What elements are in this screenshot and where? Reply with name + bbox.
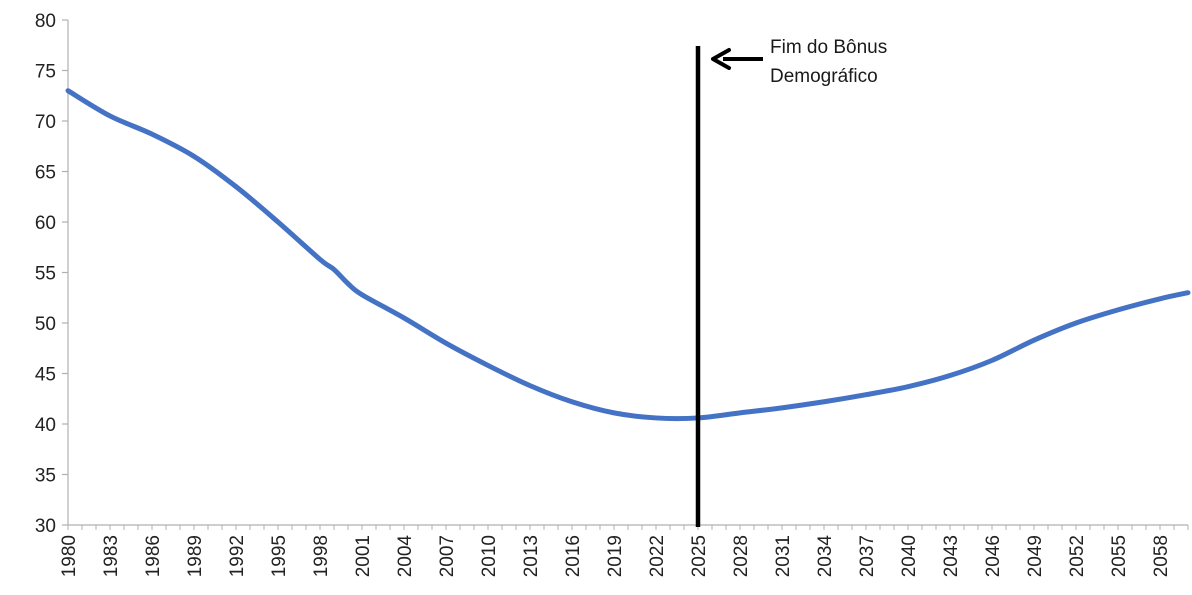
x-tick-label: 2007 bbox=[437, 535, 458, 577]
y-tick-label: 45 bbox=[35, 365, 56, 386]
y-tick-label: 55 bbox=[35, 264, 56, 285]
y-tick-label: 60 bbox=[35, 213, 56, 234]
x-tick-label: 1983 bbox=[101, 535, 122, 577]
x-tick-label: 1980 bbox=[59, 535, 80, 577]
y-tick-label: 65 bbox=[35, 163, 56, 184]
y-tick-label: 35 bbox=[35, 466, 56, 487]
x-tick-label: 2043 bbox=[941, 535, 962, 577]
x-tick-label: 2046 bbox=[983, 535, 1004, 577]
x-tick-label: 2022 bbox=[647, 535, 668, 577]
y-tick-label: 50 bbox=[35, 314, 56, 335]
x-tick-label: 2058 bbox=[1151, 535, 1172, 577]
y-tick-label: 40 bbox=[35, 415, 56, 436]
x-tick-label: 2040 bbox=[899, 535, 920, 577]
y-ticks: 30 35 40 45 50 55 60 65 70 75 80 bbox=[35, 11, 68, 537]
x-axis: 1980 1983 1986 1989 1992 1995 1998 2001 2004 2007… bbox=[59, 524, 1189, 578]
y-tick-label: 80 bbox=[35, 11, 56, 32]
x-tick-label: 2019 bbox=[605, 535, 626, 577]
x-tick-label: 2004 bbox=[395, 535, 416, 578]
x-tick-label: 2016 bbox=[563, 535, 584, 577]
annotation-text-line-2: Demográfico bbox=[770, 66, 878, 87]
x-tick-label: 2010 bbox=[479, 535, 500, 577]
series-layer bbox=[65, 88, 1191, 422]
annotation: Fim do Bônus Demográfico bbox=[695, 37, 887, 527]
x-tick-label: 2055 bbox=[1109, 535, 1130, 577]
y-tick-label: 70 bbox=[35, 112, 56, 133]
x-tick-label: 2013 bbox=[521, 535, 542, 577]
x-tick-label: 1995 bbox=[269, 535, 290, 577]
series-line bbox=[65, 88, 1191, 422]
x-tick-label: 1998 bbox=[311, 535, 332, 577]
annotation-text-line-1: Fim do Bônus bbox=[770, 37, 887, 58]
x-tick-label: 2001 bbox=[353, 535, 374, 577]
x-tick-label: 1986 bbox=[143, 535, 164, 577]
x-tick-label: 2037 bbox=[857, 535, 878, 577]
x-ticks: 1980 1983 1986 1989 1992 1995 1998 2001 2004 2007… bbox=[59, 525, 1189, 578]
y-axis: 30 35 40 45 50 55 60 65 70 75 80 bbox=[35, 11, 69, 537]
x-tick-label: 2031 bbox=[773, 535, 794, 577]
x-tick-label: 1992 bbox=[227, 535, 248, 577]
y-tick-label: 30 bbox=[35, 516, 56, 537]
x-tick-label: 2028 bbox=[731, 535, 752, 577]
x-tick-label: 2025 bbox=[689, 535, 710, 577]
y-tick-label: 75 bbox=[35, 62, 56, 83]
x-tick-label: 2052 bbox=[1067, 535, 1088, 577]
annotation-arrow-head-icon bbox=[711, 48, 731, 70]
x-tick-label: 2034 bbox=[815, 535, 836, 578]
x-tick-label: 1989 bbox=[185, 535, 206, 577]
x-tick-label: 2049 bbox=[1025, 535, 1046, 577]
